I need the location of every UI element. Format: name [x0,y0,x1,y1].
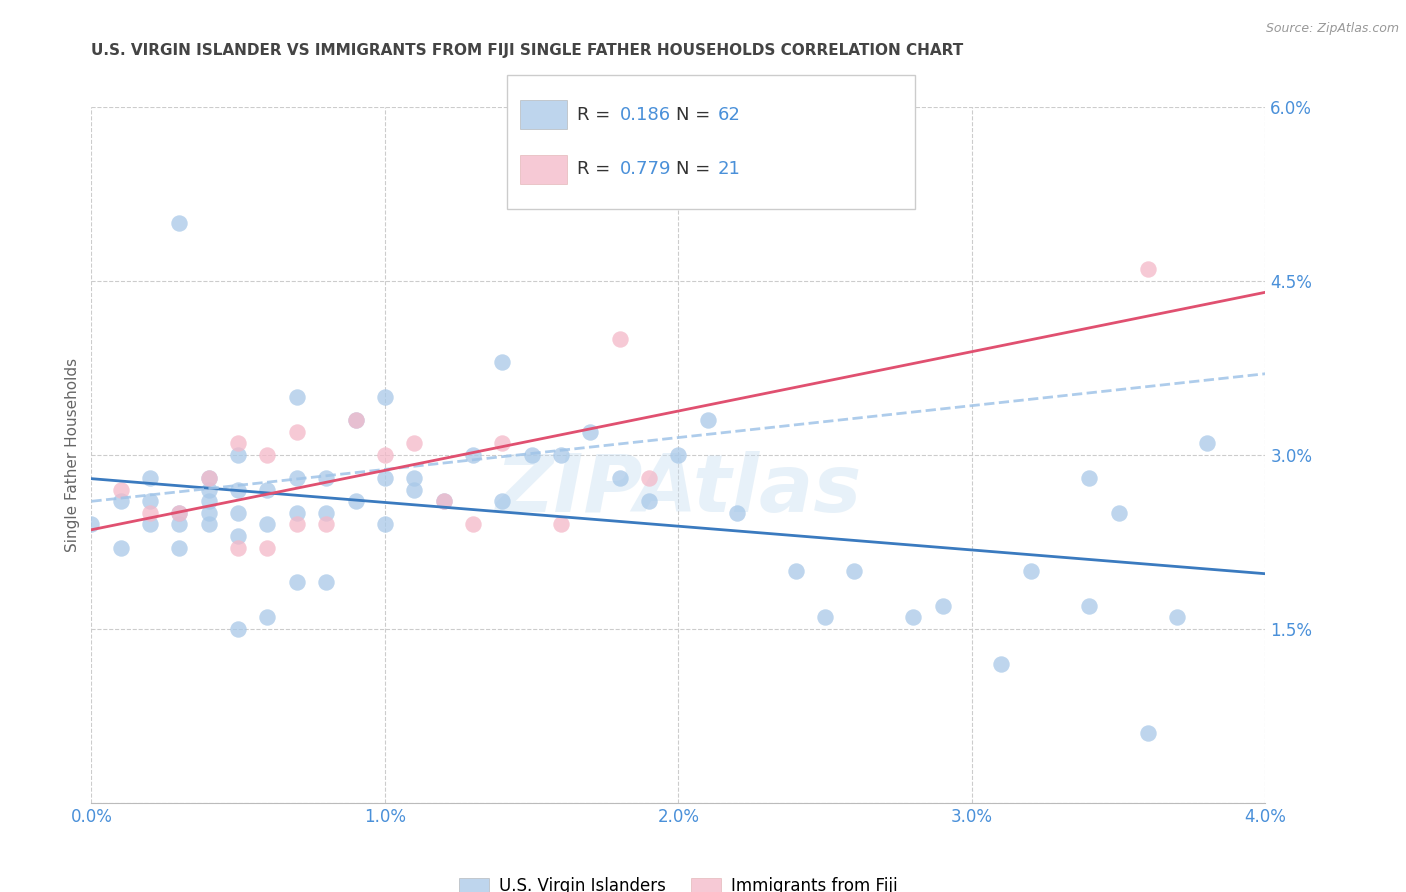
Point [344,494,367,508]
Point [139,471,162,485]
Point [404,483,426,497]
Point [1078,471,1101,485]
Point [197,517,219,532]
Point [638,471,661,485]
Point [550,448,572,462]
Point [256,448,278,462]
Point [579,425,602,439]
Point [169,506,191,520]
Point [285,390,308,404]
Point [139,494,162,508]
Text: ZIPAtlas: ZIPAtlas [495,450,862,529]
Point [285,471,308,485]
Point [696,413,718,427]
Point [197,471,219,485]
Point [901,610,924,624]
Point [197,471,219,485]
Point [139,517,162,532]
Text: 0.186: 0.186 [620,105,671,123]
Point [785,564,807,578]
Point [256,517,278,532]
Point [374,448,396,462]
Point [1195,436,1218,450]
Text: R =: R = [578,161,616,178]
Point [1108,506,1130,520]
Point [169,541,191,555]
Point [285,506,308,520]
Point [1019,564,1042,578]
Point [226,529,249,543]
Point [197,483,219,497]
Point [491,494,513,508]
Point [666,448,689,462]
Point [315,471,337,485]
Point [814,610,837,624]
Point [110,494,132,508]
Point [1166,610,1188,624]
Point [491,355,513,369]
Point [374,471,396,485]
Point [1136,726,1159,740]
Point [404,436,426,450]
Point [374,517,396,532]
Point [520,448,543,462]
Y-axis label: Single Father Households: Single Father Households [65,358,80,552]
Text: 0.779: 0.779 [620,161,671,178]
Point [491,436,513,450]
Point [315,517,337,532]
Point [315,506,337,520]
Text: Source: ZipAtlas.com: Source: ZipAtlas.com [1265,22,1399,36]
Point [256,610,278,624]
Point [256,483,278,497]
Point [139,506,162,520]
Point [432,494,454,508]
Point [197,506,219,520]
Text: 62: 62 [718,105,741,123]
Point [226,541,249,555]
Legend: U.S. Virgin Islanders, Immigrants from Fiji: U.S. Virgin Islanders, Immigrants from F… [453,871,904,892]
Point [404,471,426,485]
Point [110,541,132,555]
Point [256,541,278,555]
Point [461,517,484,532]
Point [931,599,953,613]
Point [226,622,249,636]
Point [80,517,103,532]
Point [169,506,191,520]
Point [315,575,337,590]
Point [169,517,191,532]
Point [609,471,631,485]
Point [1136,262,1159,277]
Text: N =: N = [676,105,716,123]
Point [725,506,748,520]
Text: R =: R = [578,105,616,123]
Point [285,517,308,532]
Point [285,425,308,439]
Point [550,517,572,532]
Point [226,506,249,520]
Point [226,436,249,450]
Point [110,483,132,497]
Text: N =: N = [676,161,716,178]
Point [226,448,249,462]
Point [344,413,367,427]
Text: U.S. VIRGIN ISLANDER VS IMMIGRANTS FROM FIJI SINGLE FATHER HOUSEHOLDS CORRELATIO: U.S. VIRGIN ISLANDER VS IMMIGRANTS FROM … [91,43,963,58]
Text: 21: 21 [718,161,741,178]
Point [461,448,484,462]
Point [285,575,308,590]
Point [169,216,191,230]
Point [344,413,367,427]
Point [1078,599,1101,613]
Point [844,564,866,578]
Point [374,390,396,404]
Point [197,494,219,508]
Point [638,494,661,508]
Point [990,657,1012,671]
Point [609,332,631,346]
Point [226,483,249,497]
Point [432,494,454,508]
